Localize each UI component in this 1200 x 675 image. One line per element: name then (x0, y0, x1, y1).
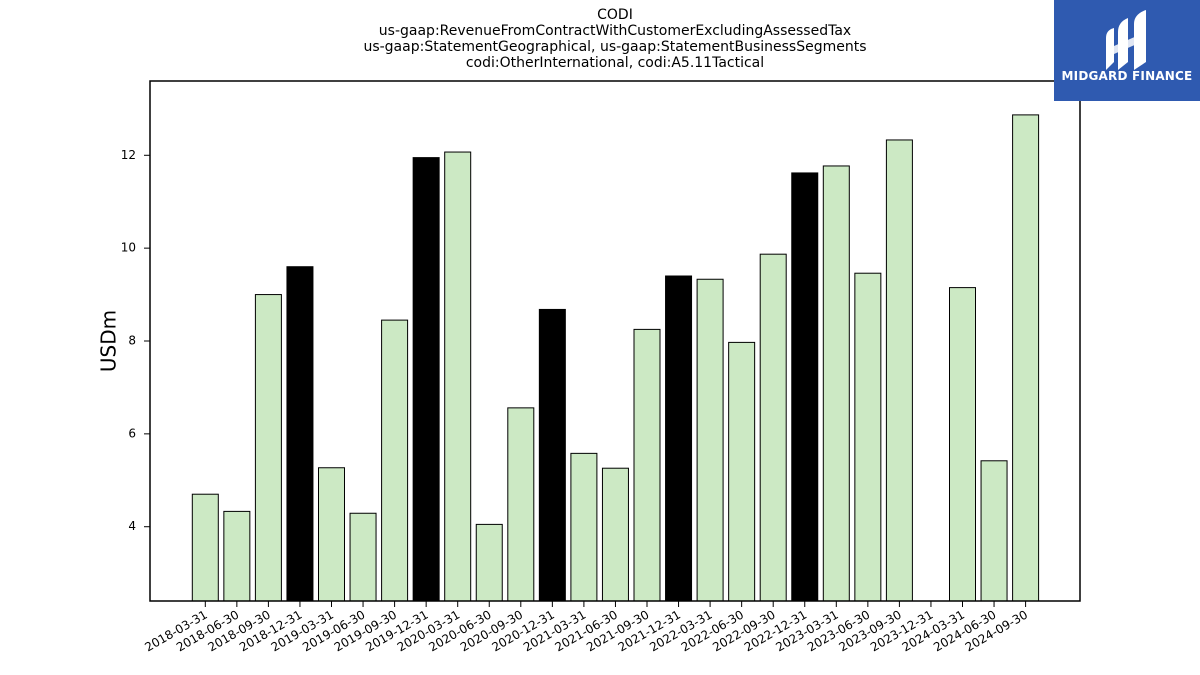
bar-2021-12-31 (665, 275, 693, 602)
brand-logo: MIDGARD FINANCE (1054, 0, 1200, 101)
bar-2024-06-30 (980, 460, 1008, 602)
bar-2021-09-30 (633, 328, 661, 602)
bar-2018-03-31 (191, 493, 219, 602)
bar-2022-09-30 (759, 253, 787, 602)
y-axis-label: USDm (97, 310, 121, 372)
bar-2021-06-30 (601, 467, 629, 602)
chart-title-line-3: us-gaap:StatementGeographical, us-gaap:S… (363, 39, 867, 55)
y-tick-label: 4 (128, 519, 136, 533)
logo-mark-icon (1106, 10, 1146, 70)
y-tick-label: 8 (128, 334, 136, 348)
bar-2019-03-31 (318, 467, 345, 602)
chart-title-line-2: us-gaap:RevenueFromContractWithCustomerE… (378, 23, 852, 39)
bar-2018-09-30 (254, 294, 282, 602)
bar-2018-12-31 (286, 266, 314, 602)
bar-2021-03-31 (570, 452, 598, 602)
bar-2018-06-30 (223, 510, 251, 602)
bar-2023-03-31 (822, 165, 850, 602)
chart-title-line-4: codi:OtherInternational, codi:A5.11Tacti… (465, 55, 765, 71)
bar-2020-09-30 (507, 407, 535, 602)
y-tick-label: 10 (121, 241, 136, 255)
bar-2019-12-31 (412, 157, 440, 602)
bar-2019-09-30 (381, 319, 409, 602)
bar-2020-12-31 (538, 308, 566, 602)
bar-2020-03-31 (444, 151, 472, 602)
y-tick-label: 6 (128, 426, 136, 440)
chart-title-line-1: CODI (597, 7, 633, 23)
bar-2024-09-30 (1012, 114, 1040, 602)
bar-2023-09-30 (885, 139, 913, 602)
bar-2019-06-30 (349, 512, 377, 602)
x-axis: 2018-03-312018-06-302018-09-302018-12-31… (142, 601, 1030, 654)
bars-group (191, 114, 1040, 602)
bar-2022-12-31 (791, 172, 819, 602)
bar-2023-06-30 (854, 272, 882, 602)
bar-2022-03-31 (696, 278, 724, 602)
bar-2020-06-30 (475, 523, 503, 602)
bar-2024-03-31 (949, 287, 976, 602)
y-tick-label: 12 (121, 148, 136, 162)
y-axis: 4 6 8 10 12 (121, 148, 150, 533)
logo-text: MIDGARD FINANCE (1061, 69, 1193, 83)
bar-2022-06-30 (728, 341, 756, 602)
